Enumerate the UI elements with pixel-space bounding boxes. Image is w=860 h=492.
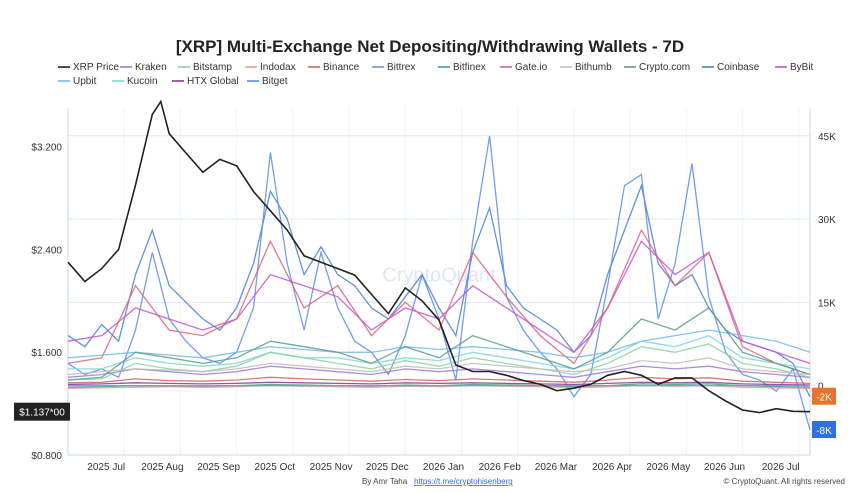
footer-brand: © CryptoQuant. All rights reserved: [724, 477, 846, 486]
series-line-htx-global: [67, 381, 811, 386]
x-tick-label: 2025 Aug: [141, 462, 183, 473]
y-right-tick-label: 0: [818, 382, 824, 393]
legend-label: HTX Global: [187, 76, 239, 87]
legend-label: Indodax: [260, 62, 296, 73]
legend-label: Bitget: [262, 76, 288, 87]
current-price-label: $1.137*00: [19, 408, 65, 419]
legend-label: Binance: [323, 62, 360, 73]
x-tick-label: 2025 Oct: [255, 462, 296, 473]
legend-label: ByBit: [790, 62, 814, 73]
x-tick-label: 2026 Jun: [704, 462, 745, 473]
series-line-coinbase: [67, 183, 811, 397]
legend-label: XRP Price: [73, 62, 119, 73]
legend-label: Bitstamp: [193, 62, 232, 73]
series-line-kucoin: [68, 334, 811, 370]
plot-area: CryptoQuant: [67, 99, 811, 456]
series-line-crypto-com: [67, 307, 811, 381]
x-tick-label: 2026 Apr: [592, 462, 633, 473]
y-left-tick-label: $3.200: [31, 143, 62, 154]
legend-label: Upbit: [73, 76, 97, 87]
footer-link[interactable]: https://t.me/cryptohisenberg: [414, 477, 513, 486]
footer-author: By Amr Taha: [362, 477, 408, 486]
current-price-badge: [14, 402, 70, 421]
y-left-tick-label: $0.800: [31, 451, 62, 462]
current-value-badge-b: [812, 421, 836, 439]
series-line-xrp-price: [67, 99, 811, 414]
current-value-badge-a: [812, 387, 836, 405]
legend-label: Coinbase: [717, 62, 760, 73]
y-axis-right: 0 15K 30K 45K: [818, 132, 836, 393]
legend-label: Bitfinex: [453, 62, 486, 73]
x-tick-label: 2025 Nov: [310, 462, 353, 473]
legend-label: Kraken: [135, 62, 167, 73]
legend-label: Gate.io: [515, 62, 548, 73]
x-tick-label: 2025 Jul: [87, 462, 125, 473]
current-value-label-a: -2K: [816, 393, 832, 404]
y-right-tick-label: 15K: [818, 298, 836, 309]
y-left-tick-label: $2.400: [31, 245, 62, 256]
y-left-tick-label: $1.600: [31, 348, 62, 359]
x-tick-label: 2025 Dec: [366, 462, 409, 473]
current-value-label-b: -8K: [816, 426, 832, 437]
series-line-gate-io: [67, 228, 811, 376]
x-tick-label: 2026 May: [646, 462, 690, 473]
y-right-tick-label: 45K: [818, 132, 836, 143]
current-value-badges: $1.137*00 -2K -8K: [14, 387, 836, 439]
series-line-kraken: [67, 365, 811, 378]
legend-label: Bittrex: [387, 62, 415, 73]
x-tick-label: 2026 Jan: [423, 462, 464, 473]
chart-title: [XRP] Multi-Exchange Net Depositing/With…: [176, 37, 684, 56]
watermark: CryptoQuant: [382, 265, 496, 287]
series-line-bithumb: [67, 357, 811, 376]
legend-label: Kucoin: [127, 76, 158, 87]
x-tick-label: 2026 Feb: [479, 462, 522, 473]
y-axis-left: $0.800 $1.600 $2.400 $3.200: [31, 143, 62, 462]
y-right-tick-label: 30K: [818, 215, 836, 226]
legend-label: Crypto.com: [639, 62, 690, 73]
series-line-upbit: [67, 329, 811, 359]
x-tick-label: 2026 Mar: [535, 462, 578, 473]
x-tick-label: 2026 Jul: [762, 462, 800, 473]
x-tick-label: 2025 Sep: [197, 462, 240, 473]
legend: XRP Price Kraken Bitstamp Indodax Binance Bit…: [58, 62, 814, 87]
legend-label: Bithumb: [575, 62, 612, 73]
x-axis: 2025 Jul 2025 Aug 2025 Sep 2025 Oct 2025 Nov…: [87, 462, 799, 473]
